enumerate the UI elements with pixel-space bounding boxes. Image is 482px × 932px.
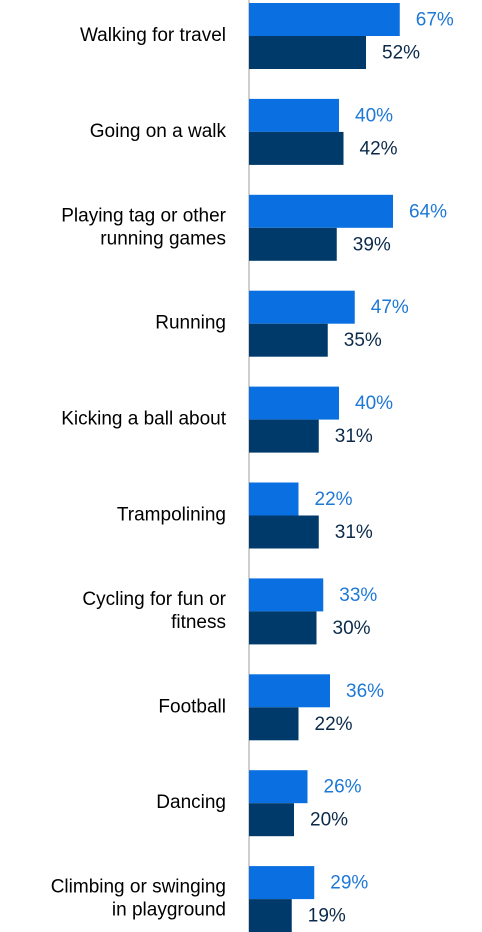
bar-series-2 (249, 803, 294, 837)
bar-series-1 (249, 98, 339, 132)
value-label-series-2: 42% (360, 138, 398, 159)
value-label-series-2: 31% (335, 426, 373, 447)
bar-series-2 (249, 227, 337, 261)
bar-series-1 (249, 386, 339, 420)
bar-series-2 (249, 707, 299, 741)
bars (249, 3, 400, 932)
value-label-series-1: 33% (339, 585, 377, 606)
bar-series-2 (249, 419, 319, 453)
bar-series-2 (249, 899, 292, 932)
bar-series-1 (249, 3, 400, 36)
category-label: Walking for travel (80, 25, 226, 46)
value-label-series-1: 36% (346, 681, 384, 702)
bar-series-1 (249, 482, 299, 516)
bar-series-1 (249, 194, 393, 228)
value-labels: 67% 52% 40% 42% 64% 39% 47% 35% 40% 31% 22% 31% 33% 3… (308, 10, 454, 927)
value-label-series-1: 29% (330, 873, 368, 894)
bar-series-1 (249, 674, 330, 708)
value-label-series-2: 35% (344, 330, 382, 351)
bar-series-1 (249, 866, 315, 900)
category-label: Cycling for fun or fitness (82, 589, 226, 633)
category-label: Playing tag or other running games (61, 205, 226, 249)
value-label-series-2: 20% (310, 810, 348, 831)
value-label-series-2: 30% (333, 618, 371, 639)
bar-series-2 (249, 131, 344, 165)
category-label: Dancing (156, 792, 226, 813)
category-label: Going on a walk (90, 121, 227, 142)
bar-series-1 (249, 578, 324, 612)
value-label-series-1: 40% (355, 393, 393, 414)
bar-series-2 (249, 323, 328, 357)
value-label-series-1: 26% (324, 777, 362, 798)
value-label-series-2: 19% (308, 906, 346, 927)
value-label-series-2: 52% (382, 43, 420, 64)
category-label: Football (158, 696, 226, 717)
value-label-series-2: 22% (315, 714, 353, 735)
value-label-series-1: 64% (409, 201, 447, 222)
bar-series-1 (249, 770, 308, 804)
value-label-series-1: 40% (355, 105, 393, 126)
category-label: Kicking a ball about (61, 409, 226, 430)
category-label: Climbing or swinging in playground (51, 877, 226, 921)
bar-series-1 (249, 290, 355, 324)
category-label: Trampolining (117, 505, 226, 526)
value-label-series-2: 31% (335, 522, 373, 543)
bar-series-2 (249, 36, 366, 69)
bar-series-2 (249, 515, 319, 549)
value-label-series-2: 39% (353, 234, 391, 255)
bar-series-2 (249, 611, 317, 645)
value-label-series-1: 22% (315, 489, 353, 510)
value-label-series-1: 47% (371, 297, 409, 318)
category-labels: Walking for travel Going on a walk Playing… (51, 25, 227, 921)
category-label: Running (155, 313, 226, 334)
value-label-series-1: 67% (416, 10, 454, 31)
